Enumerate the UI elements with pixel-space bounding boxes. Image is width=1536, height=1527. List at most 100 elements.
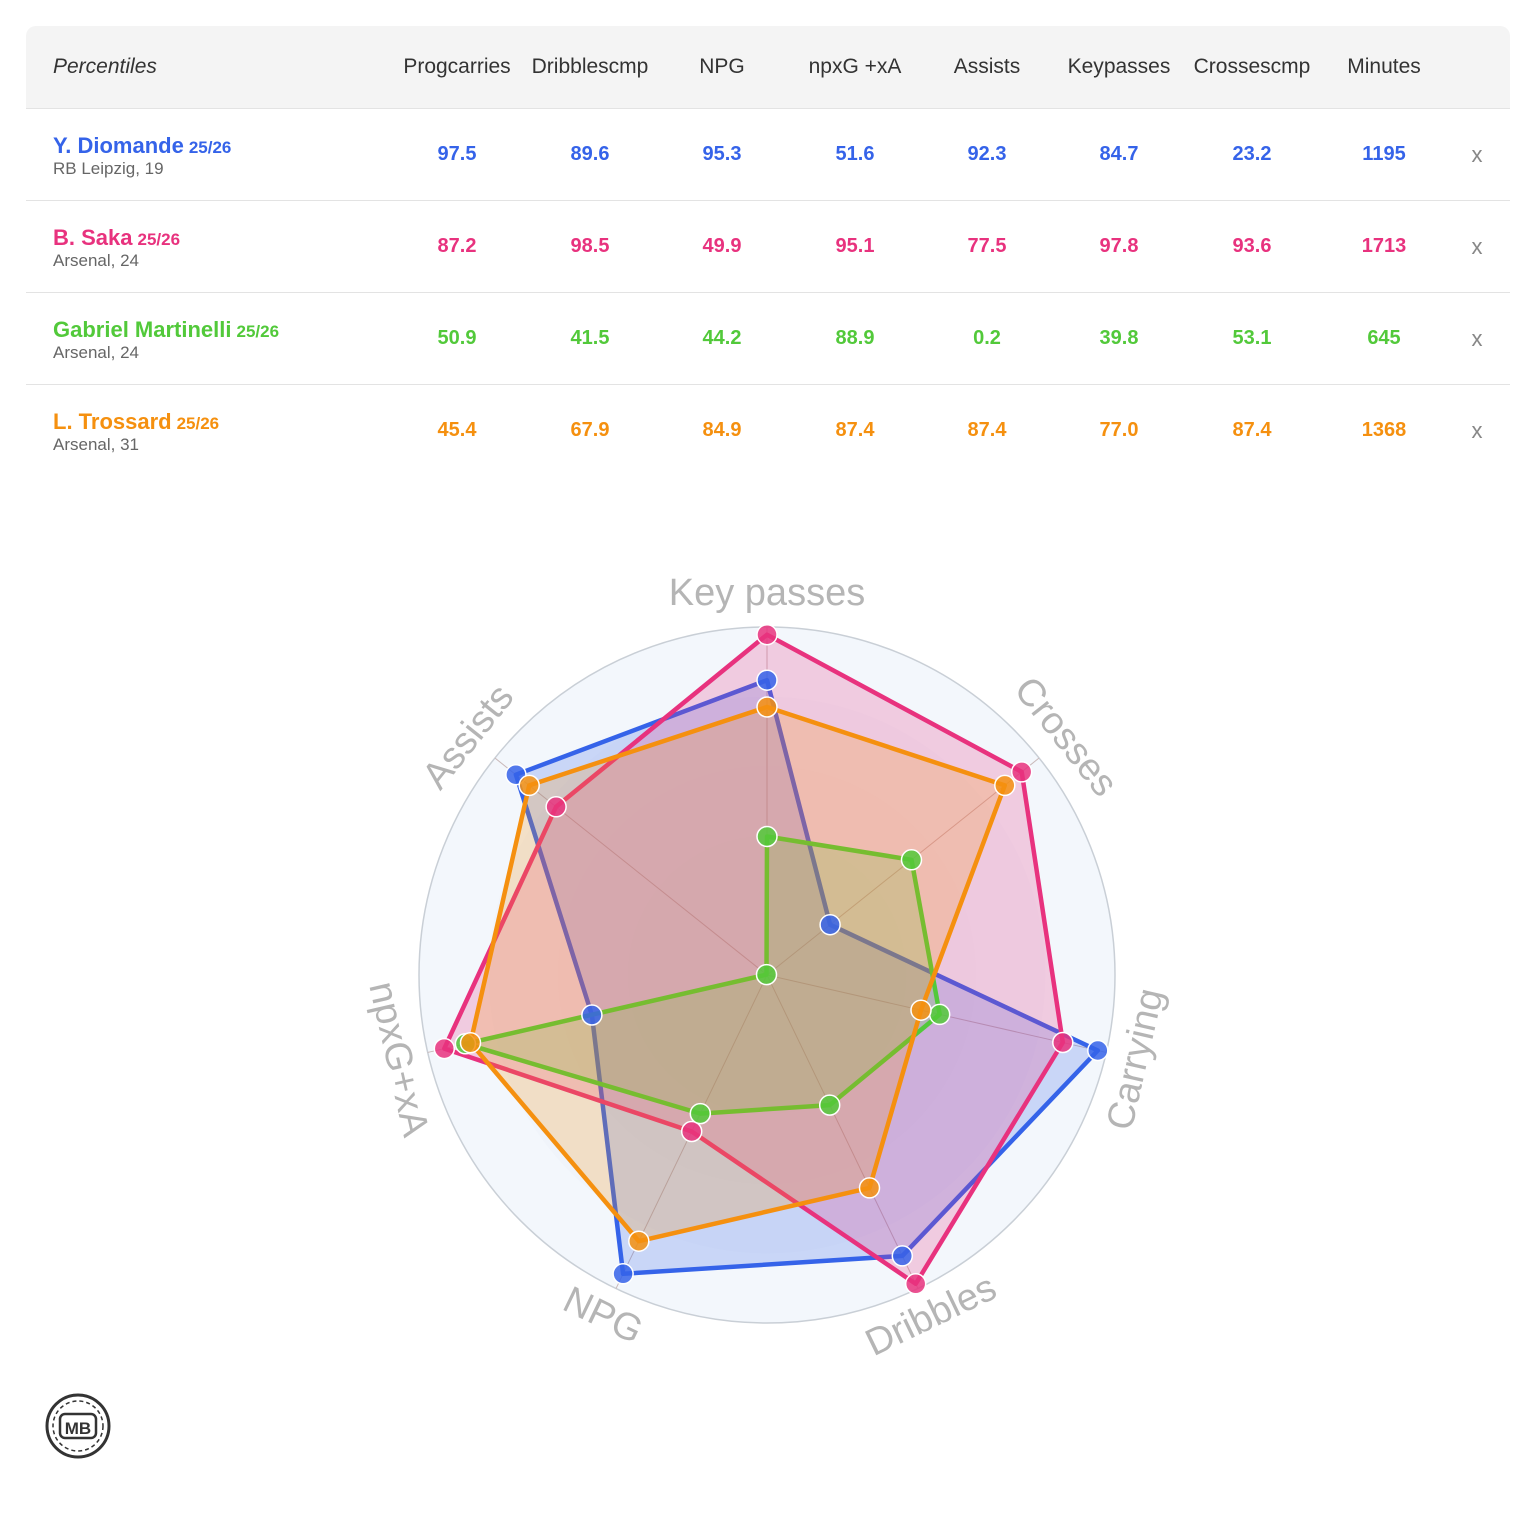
column-header[interactable]: Minutes bbox=[1347, 55, 1421, 78]
table-cell: 84.7 bbox=[1099, 143, 1139, 165]
series-point bbox=[628, 1230, 650, 1252]
svg-text:MB: MB bbox=[65, 1419, 91, 1438]
percentiles-table: Percentiles Prog carries Dribbles cmp NPG npx… bbox=[26, 26, 1510, 476]
table-cell: 53.1 bbox=[1232, 327, 1272, 349]
table-row: L. Trossard 25/26 Arsenal, 31 45.4 67.9 84.9 8… bbox=[26, 385, 1510, 476]
series-point bbox=[545, 796, 567, 818]
table-cell: 97.5 bbox=[437, 143, 477, 165]
table-cell: 89.6 bbox=[570, 143, 610, 165]
table-cell: 41.5 bbox=[570, 327, 610, 349]
series-point bbox=[612, 1263, 634, 1285]
radar-spoke bbox=[766, 974, 919, 1289]
series-point bbox=[756, 825, 778, 848]
percentiles-header: Percentiles bbox=[53, 55, 157, 78]
series-point bbox=[818, 1094, 841, 1116]
series-point bbox=[900, 849, 923, 871]
remove-player-button[interactable]: x bbox=[1471, 141, 1483, 167]
player-name[interactable]: B. Saka 25/26 bbox=[53, 225, 181, 250]
remove-player-button[interactable]: x bbox=[1471, 325, 1483, 351]
series-point bbox=[994, 774, 1016, 797]
season-label: 25/26 bbox=[176, 414, 220, 433]
table-cell: 93.6 bbox=[1232, 235, 1272, 257]
table-cell: 67.9 bbox=[570, 419, 610, 441]
series-point bbox=[518, 774, 540, 797]
table-row: B. Saka 25/26 Arsenal, 24 87.2 98.5 49.9 95.1 7… bbox=[26, 201, 1510, 293]
table-cell: 88.9 bbox=[835, 327, 875, 349]
player-name[interactable]: Gabriel Martinelli 25/26 bbox=[53, 317, 280, 342]
season-label: 25/26 bbox=[137, 230, 181, 249]
table-cell: 45.4 bbox=[437, 419, 477, 441]
player-name[interactable]: L. Trossard 25/26 bbox=[53, 409, 220, 434]
table-body: Y. Diomande 25/26 RB Leipzig, 19 97.5 89.6 95… bbox=[26, 109, 1510, 476]
series-point bbox=[858, 1177, 881, 1199]
player-team: Arsenal, 24 bbox=[53, 343, 139, 362]
series-point bbox=[459, 1031, 482, 1054]
mb-logo: MB bbox=[45, 1393, 111, 1459]
table-cell: 49.9 bbox=[702, 235, 742, 257]
table-cell: 44.2 bbox=[702, 327, 742, 349]
player-name[interactable]: Y. Diomande 25/26 bbox=[53, 133, 232, 158]
series-point bbox=[1052, 1031, 1074, 1054]
column-header[interactable]: Key passes bbox=[1067, 55, 1171, 78]
series-point bbox=[581, 1004, 603, 1026]
table-cell: 87.4 bbox=[1232, 419, 1272, 441]
series-point bbox=[928, 1003, 951, 1026]
table-cell: 87.4 bbox=[967, 419, 1007, 441]
series-point bbox=[756, 696, 778, 718]
series-area bbox=[463, 834, 942, 1116]
player-team: Arsenal, 31 bbox=[53, 435, 139, 454]
table-cell: 84.9 bbox=[702, 419, 742, 441]
table-cell: 51.6 bbox=[835, 143, 875, 165]
table-cell: 87.4 bbox=[835, 419, 875, 441]
remove-player-button[interactable]: x bbox=[1471, 417, 1483, 443]
table-cell: 39.8 bbox=[1099, 327, 1139, 349]
series-point bbox=[755, 963, 778, 986]
series-point bbox=[1087, 1039, 1109, 1062]
series-point bbox=[689, 1102, 712, 1125]
series-point bbox=[904, 1273, 927, 1295]
table-row: Gabriel Martinelli 25/26 Arsenal, 24 50.9 41… bbox=[26, 293, 1510, 385]
table-cell: 95.1 bbox=[835, 235, 875, 257]
series-area bbox=[513, 677, 1101, 1277]
remove-player-button[interactable]: x bbox=[1471, 233, 1483, 259]
column-header[interactable]: Prog carries bbox=[403, 55, 511, 78]
column-header[interactable]: Crosses cmp bbox=[1193, 55, 1311, 78]
season-label: 25/26 bbox=[188, 138, 232, 157]
table-cell: 50.9 bbox=[437, 327, 477, 349]
radar-spoke bbox=[494, 757, 768, 976]
table-cell: 1368 bbox=[1361, 419, 1407, 441]
season-label: 25/26 bbox=[236, 322, 280, 341]
table-cell: 1195 bbox=[1362, 143, 1406, 165]
radar-spoke bbox=[766, 757, 1040, 976]
player-team: RB Leipzig, 19 bbox=[53, 159, 164, 178]
table-cell: 87.2 bbox=[437, 235, 477, 257]
table-cell: 97.8 bbox=[1099, 235, 1139, 257]
player-team: Arsenal, 24 bbox=[53, 251, 139, 270]
series-point bbox=[910, 999, 932, 1021]
column-header[interactable]: npxG +xA bbox=[808, 55, 902, 78]
table-cell: 0.2 bbox=[973, 327, 1001, 349]
series-point bbox=[433, 1037, 456, 1060]
series-point bbox=[680, 1120, 703, 1143]
table-cell: 77.0 bbox=[1099, 419, 1139, 441]
table-header: Percentiles Prog carries Dribbles cmp NPG npx… bbox=[26, 26, 1510, 109]
column-header[interactable]: NPG bbox=[699, 55, 745, 78]
column-header[interactable]: Assists bbox=[953, 55, 1021, 78]
table-cell: 1713 bbox=[1361, 235, 1407, 257]
column-header[interactable]: Dribbles cmp bbox=[531, 55, 649, 78]
series-point bbox=[819, 913, 841, 936]
series-area bbox=[442, 632, 1066, 1287]
table-cell: 92.3 bbox=[967, 143, 1007, 165]
series-point bbox=[891, 1245, 914, 1267]
table-cell: 645 bbox=[1367, 327, 1401, 349]
table-row: Y. Diomande 25/26 RB Leipzig, 19 97.5 89.6 95… bbox=[26, 109, 1510, 201]
series-point bbox=[756, 623, 778, 646]
table-cell: 95.3 bbox=[702, 143, 742, 165]
table-cell: 98.5 bbox=[570, 235, 610, 257]
series-area bbox=[468, 704, 1008, 1244]
series-point bbox=[756, 669, 778, 691]
axis-label: Key passes bbox=[669, 572, 865, 614]
table-cell: 23.2 bbox=[1232, 143, 1272, 165]
series-point bbox=[1010, 761, 1033, 783]
